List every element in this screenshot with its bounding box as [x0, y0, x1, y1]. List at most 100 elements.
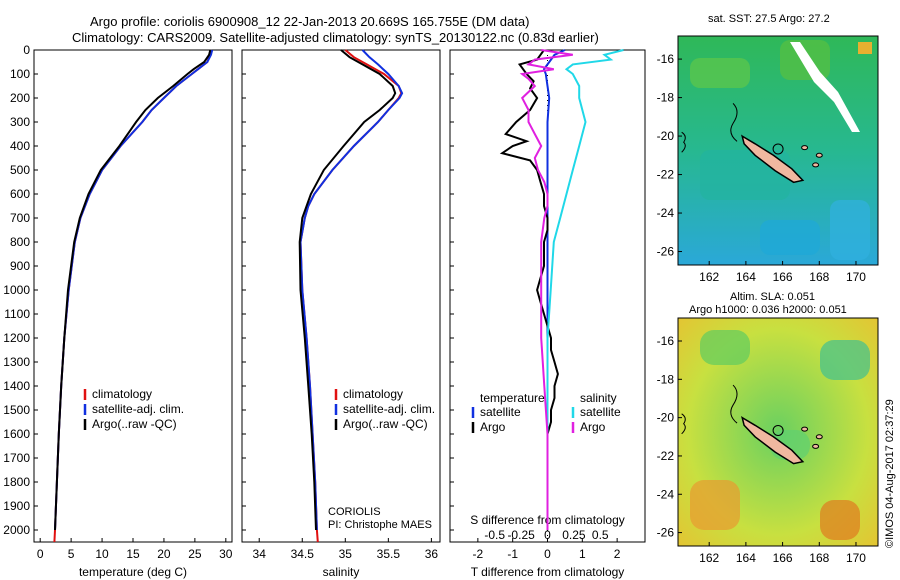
map-frame	[677, 35, 879, 266]
s-tick-label: 0.25	[562, 528, 586, 542]
series-line-satellite-adj--clim-	[54, 49, 214, 531]
x-tick-label: 20	[157, 547, 171, 561]
island-shape	[815, 434, 823, 440]
y-tick-label: 100	[10, 67, 30, 81]
map-x-tick-label: 164	[736, 551, 756, 565]
map-y-tick-label: -20	[657, 411, 675, 425]
y-tick-label: 1900	[3, 499, 30, 513]
y-tick-label: 1700	[3, 451, 30, 465]
map-x-tick-label: 166	[773, 551, 793, 565]
legend-label: Argo(..raw -QC)	[343, 417, 428, 431]
map-sst-title: sat. SST: 27.5 Argo: 27.2	[708, 13, 830, 25]
y-tick-label: 500	[10, 163, 30, 177]
map-y-tick-label: -16	[657, 334, 675, 348]
series-line-argo---raw--qc-	[54, 49, 212, 531]
y-tick-label: 1300	[3, 355, 30, 369]
series-line-sal-2	[298, 49, 397, 531]
reef-outline	[730, 384, 738, 424]
series-line-diff-0	[542, 49, 566, 530]
map-y-tick-label: -18	[657, 372, 675, 386]
s-tick-label: -0.5	[484, 528, 505, 542]
x-axis-label: temperature (deg C)	[79, 565, 187, 579]
y-tick-label: 900	[10, 259, 30, 273]
argo-position-marker	[772, 424, 784, 436]
y-tick-label: 800	[10, 235, 30, 249]
x-tick-label: -1	[507, 547, 518, 561]
map-y-tick-label: -24	[657, 487, 675, 501]
x-tick-label: 34	[253, 547, 267, 561]
map-y-tick-label: -26	[657, 526, 675, 540]
x-tick-label: 5	[68, 547, 75, 561]
series-line-sal-0	[299, 49, 403, 543]
x-tick-label: 1	[579, 547, 586, 561]
map-x-tick-label: 168	[809, 551, 829, 565]
x-tick-label: 2	[614, 547, 621, 561]
map-y-tick-label: -16	[657, 52, 675, 66]
y-tick-label: 1500	[3, 403, 30, 417]
y-tick-label: 700	[10, 211, 30, 225]
x-axis-label: T difference from climatology	[471, 565, 625, 579]
panel-frame-1	[241, 49, 441, 543]
x-tick-label: 36	[425, 547, 439, 561]
sst-patch	[830, 200, 870, 260]
map-panels: 162 164 166 168 170 -16 -18 -20 -22 -24 -26 162 164 1…	[657, 35, 879, 565]
legend-label: satellite	[480, 405, 521, 419]
map-sla-title-line2: Argo h1000: 0.036 h2000: 0.051	[689, 304, 847, 316]
x-tick-label: 15	[126, 547, 140, 561]
x-tick-label: 35.5	[377, 547, 401, 561]
y-tick-label: 1000	[3, 283, 30, 297]
y-tick-label: 200	[10, 91, 30, 105]
map-x-tick-label: 164	[736, 270, 756, 284]
legend-heading: temperature	[480, 391, 545, 405]
map-y-tick-label: -26	[657, 245, 675, 259]
series-line-sal-1	[299, 49, 404, 531]
legend-label: satellite	[580, 405, 621, 419]
annotation-coriolis: CORIOLIS	[328, 506, 381, 518]
sst-patch	[760, 220, 820, 255]
y-tick-label: 0	[23, 43, 30, 57]
legend-label: satellite-adj. clim.	[92, 402, 184, 416]
island-shape	[812, 162, 820, 168]
footer-credit: ©IMOS 04-Aug-2017 02:37:29	[884, 399, 896, 548]
annotation-pi: PI: Christophe MAES	[328, 519, 432, 531]
x-tick-label: 25	[188, 547, 202, 561]
map-x-tick-label: 168	[809, 270, 829, 284]
legend-label: satellite-adj. clim.	[343, 402, 435, 416]
reef-outline	[681, 413, 686, 435]
sla-patch	[820, 500, 860, 540]
legend-label: Argo	[480, 420, 506, 434]
reef-outline	[681, 131, 686, 153]
s-tick-label: 0.5	[592, 528, 609, 542]
map-x-tick-label: 170	[846, 270, 866, 284]
x-tick-label: -2	[473, 547, 484, 561]
sla-patch	[700, 330, 750, 365]
s-tick-label: -0.25	[507, 528, 535, 542]
cloud-mask	[790, 42, 860, 132]
legend-label: Argo	[580, 420, 606, 434]
y-tick-label: 1600	[3, 427, 30, 441]
map-y-tick-label: -22	[657, 168, 675, 182]
series-line-diff-3	[519, 49, 573, 530]
island-shape	[741, 134, 805, 184]
island-shape	[741, 416, 805, 465]
argo-position-marker	[772, 143, 784, 155]
y-tick-label: 1200	[3, 331, 30, 345]
sst-patch	[858, 42, 872, 54]
map-x-tick-label: 166	[773, 270, 793, 284]
x-tick-label: 10	[95, 547, 109, 561]
island-shape	[812, 443, 820, 449]
x-tick-label: 35	[339, 547, 353, 561]
island-shape	[801, 426, 809, 432]
y-tick-label: 600	[10, 187, 30, 201]
map-y-tick-label: -24	[657, 206, 675, 220]
map-x-tick-label: 162	[699, 551, 719, 565]
map-sla-title-line1: Altim. SLA: 0.051	[730, 291, 815, 303]
y-tick-label: 1400	[3, 379, 30, 393]
legend-label: climatology	[92, 387, 152, 401]
map-x-tick-label: 162	[699, 270, 719, 284]
y-tick-label: 1100	[4, 307, 30, 321]
island-shape	[801, 145, 809, 151]
island-shape	[815, 152, 823, 158]
series-line-diff-1	[499, 49, 559, 530]
